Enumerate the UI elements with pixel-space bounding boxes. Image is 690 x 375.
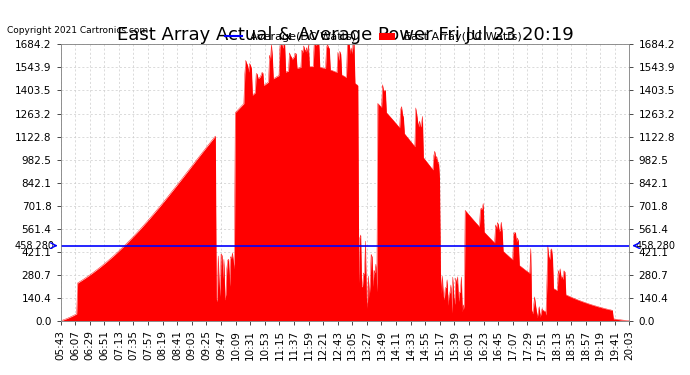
Text: Copyright 2021 Cartronics.com: Copyright 2021 Cartronics.com [7,26,148,35]
Legend: Average(DC Watts), East Array(DC Watts): Average(DC Watts), East Array(DC Watts) [220,28,526,47]
Text: 458.280: 458.280 [635,241,675,250]
Title: East Array Actual & Average Power Fri Jul 23 20:19: East Array Actual & Average Power Fri Ju… [117,26,573,44]
Text: 458.280: 458.280 [15,241,55,250]
